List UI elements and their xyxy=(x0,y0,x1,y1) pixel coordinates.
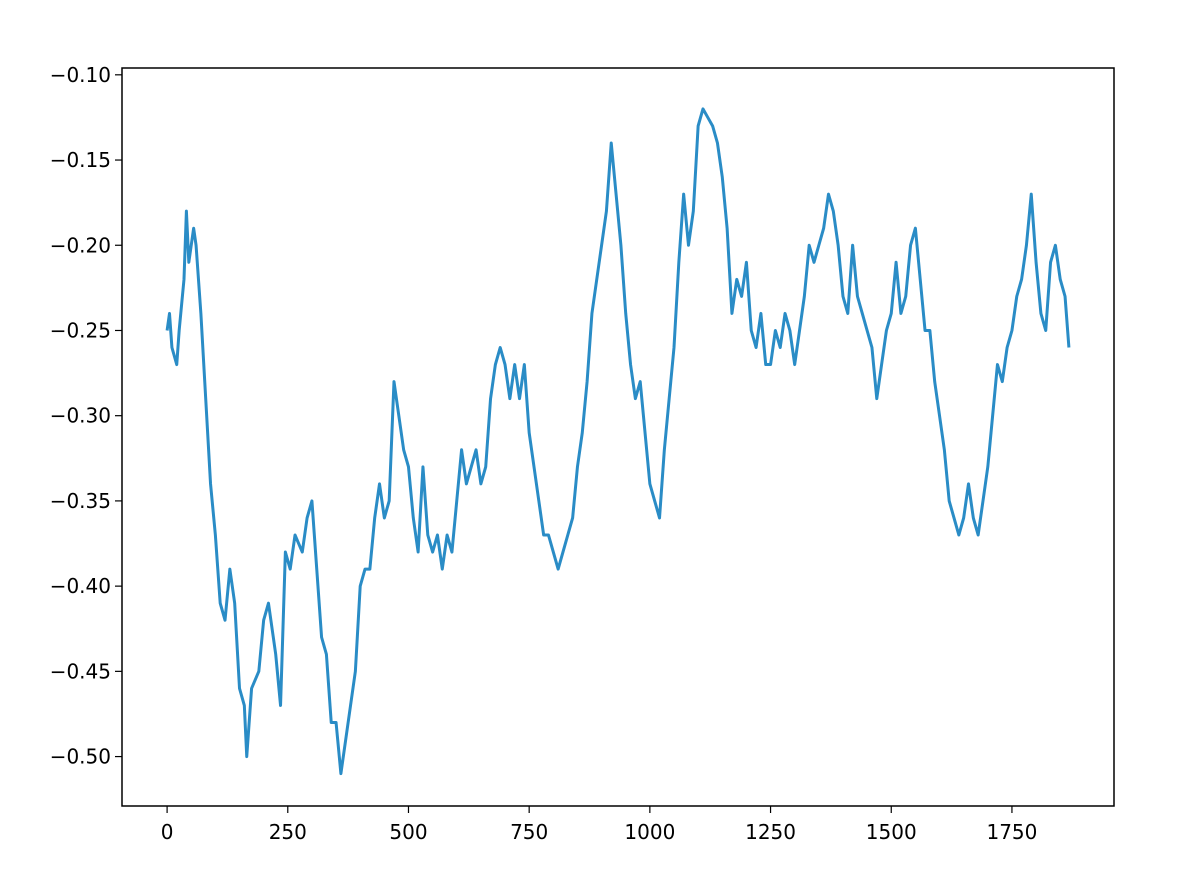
data-line xyxy=(165,107,1071,776)
x-tick-label: 1250 xyxy=(745,820,796,844)
x-tick-label: 500 xyxy=(389,820,427,844)
y-tick-label: −0.40 xyxy=(50,574,111,598)
y-tick-label: −0.10 xyxy=(50,63,111,87)
y-tick-label: −0.35 xyxy=(50,489,111,513)
y-tick-label: −0.45 xyxy=(50,659,111,683)
x-tick-label: 750 xyxy=(510,820,548,844)
y-tick-label: −0.50 xyxy=(50,745,111,769)
y-tick-label: −0.20 xyxy=(50,233,111,257)
y-tick-label: −0.30 xyxy=(50,404,111,428)
y-tick-label: −0.25 xyxy=(50,318,111,342)
axes-frame xyxy=(121,67,1115,807)
x-tick-label: 250 xyxy=(269,820,307,844)
x-tick-label: 1750 xyxy=(986,820,1037,844)
x-tick-label: 1500 xyxy=(866,820,917,844)
y-tick-label: −0.15 xyxy=(50,148,111,172)
x-tick-label: 1000 xyxy=(624,820,675,844)
x-tick-label: 0 xyxy=(161,820,174,844)
